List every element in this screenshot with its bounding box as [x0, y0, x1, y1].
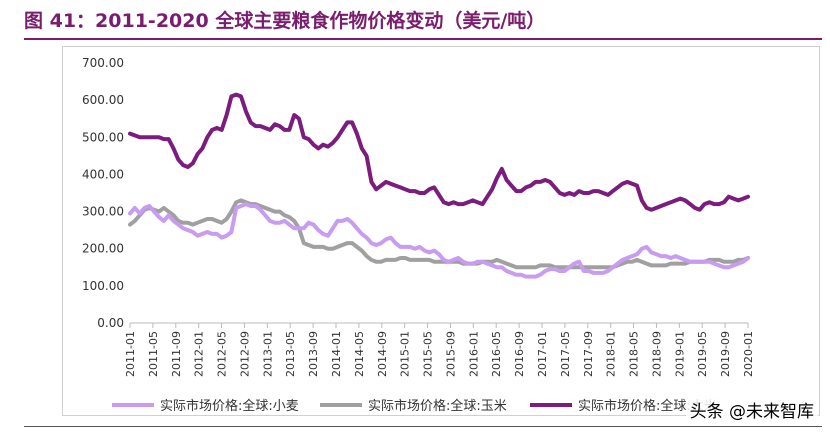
x-tick-label: 2014-09 — [376, 331, 389, 377]
y-tick-label: 200.00 — [82, 242, 124, 256]
x-tick-label: 2013-01 — [261, 331, 274, 377]
bottom-divider — [24, 426, 822, 427]
series-line-2 — [128, 92, 750, 212]
x-tick-label: 2018-09 — [650, 331, 663, 377]
y-tick-label: 0.00 — [97, 316, 124, 330]
x-tick-label: 2019-05 — [696, 331, 709, 377]
x-tick-label: 2014-05 — [353, 331, 366, 377]
x-tick-label: 2013-05 — [284, 331, 297, 377]
title-divider — [24, 38, 822, 40]
x-tick-label: 2015-09 — [444, 331, 457, 377]
x-tick-label: 2011-05 — [147, 331, 160, 377]
x-tick-label: 2016-09 — [513, 331, 526, 377]
x-tick-label: 2020-01 — [742, 331, 755, 377]
y-tick-label: 100.00 — [82, 279, 124, 293]
x-tick-label: 2016-05 — [490, 331, 503, 377]
x-tick-label: 2016-01 — [467, 331, 480, 377]
x-tick-label: 2011-01 — [124, 331, 137, 377]
series-line-0 — [128, 202, 750, 279]
x-tick-label: 2011-09 — [170, 331, 183, 377]
x-tick-label: 2015-05 — [422, 331, 435, 377]
legend-label-1: 实际市场价格:全球:玉米 — [368, 398, 507, 414]
y-tick-label: 500.00 — [82, 130, 124, 144]
x-tick-label: 2019-09 — [719, 331, 732, 377]
legend-label-2: 实际市场价格:全球:大米 — [578, 398, 717, 414]
page-title: 图 41：2011-2020 全球主要粮食作物价格变动（美元/吨） — [24, 10, 546, 32]
watermark: 头条 @未来智库 — [685, 396, 818, 423]
x-tick-label: 2012-09 — [238, 331, 251, 377]
x-tick-label: 2019-01 — [673, 331, 686, 377]
x-tick-label: 2014-01 — [330, 331, 343, 377]
x-tick-label: 2013-09 — [307, 331, 320, 377]
x-tick-label: 2017-05 — [559, 331, 572, 377]
y-tick-label: 600.00 — [82, 93, 124, 107]
x-tick-label: 2012-01 — [193, 331, 206, 377]
series-line-1 — [128, 198, 750, 270]
x-tick-label: 2018-05 — [628, 331, 641, 377]
chart-frame — [62, 46, 820, 416]
y-tick-label: 700.00 — [82, 56, 124, 70]
x-tick-label: 2017-01 — [536, 331, 549, 377]
x-tick-label: 2018-01 — [605, 331, 618, 377]
legend-label-0: 实际市场价格:全球:小麦 — [160, 398, 299, 414]
y-tick-label: 300.00 — [82, 205, 124, 219]
x-tick-label: 2012-05 — [216, 331, 229, 377]
x-tick-label: 2015-01 — [399, 331, 412, 377]
y-tick-label: 400.00 — [82, 167, 124, 181]
x-tick-label: 2017-09 — [582, 331, 595, 377]
